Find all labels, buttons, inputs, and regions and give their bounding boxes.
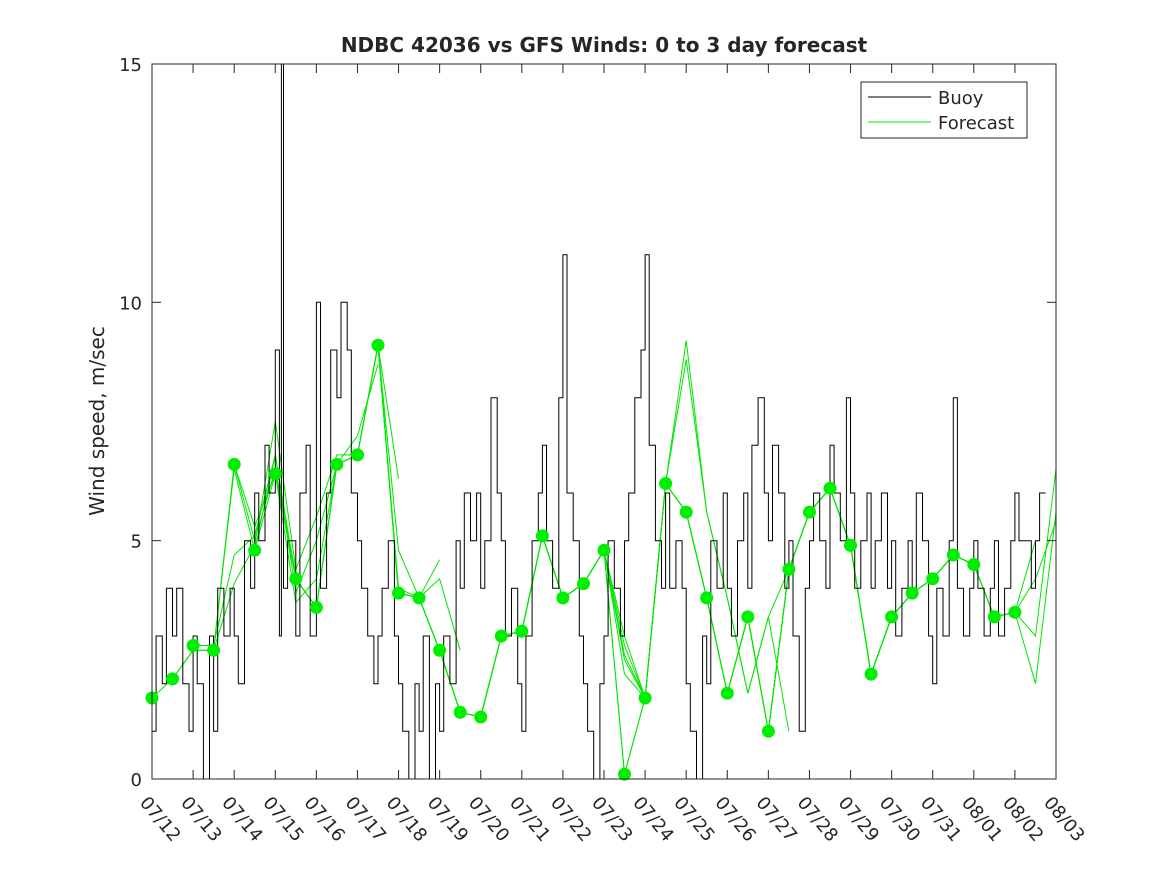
chart-title: NDBC 42036 vs GFS Winds: 0 to 3 day fore… <box>341 33 868 57</box>
forecast-run-4 <box>233 364 379 604</box>
forecast-marker <box>556 591 570 605</box>
legend-forecast-label: Forecast <box>938 113 1014 134</box>
forecast-marker <box>597 543 611 557</box>
y-tick-label: 5 <box>131 532 142 553</box>
forecast-marker <box>905 586 919 600</box>
forecast-marker <box>1008 605 1022 619</box>
forecast-marker <box>844 538 857 552</box>
forecast-marker <box>309 600 323 614</box>
buoy-series-line <box>152 64 1046 779</box>
forecast-run-25 <box>665 359 810 694</box>
y-tick-label: 10 <box>119 293 142 314</box>
forecast-marker <box>515 624 529 638</box>
forecast-marker <box>186 639 200 652</box>
forecast-marker <box>289 572 303 586</box>
forecast-marker <box>474 710 488 724</box>
forecast-marker <box>946 548 960 562</box>
forecast-marker <box>638 691 652 705</box>
forecast-marker <box>351 448 364 462</box>
forecast-marker <box>761 724 775 738</box>
forecast-marker <box>823 481 837 495</box>
legend-box <box>860 81 1028 139</box>
legend-buoy-label: Buoy <box>938 88 984 109</box>
forecast-marker <box>433 643 447 657</box>
y-tick-label: 0 <box>131 770 142 791</box>
forecast-marker <box>967 558 981 571</box>
y-tick-label: 15 <box>119 55 142 76</box>
forecast-marker <box>227 457 241 471</box>
forecast-marker <box>803 505 816 519</box>
forecast-marker <box>885 610 899 624</box>
forecast-marker <box>248 543 262 557</box>
forecast-marker <box>453 705 467 719</box>
forecast-marker <box>926 572 940 586</box>
forecast-marker <box>700 591 714 605</box>
forecast-marker <box>166 672 179 686</box>
forecast-marker <box>577 577 590 591</box>
forecast-marker <box>268 467 282 481</box>
y-axis-label: Wind speed, m/sec <box>85 326 109 516</box>
forecast-marker <box>720 686 734 700</box>
forecast-marker <box>371 338 385 352</box>
forecast-marker <box>782 562 796 576</box>
forecast-marker <box>330 457 344 471</box>
forecast-marker <box>618 767 631 781</box>
forecast-marker <box>535 529 549 543</box>
forecast-marker <box>987 610 1001 624</box>
forecast-marker <box>679 505 693 519</box>
forecast-marker <box>864 667 878 681</box>
forecast-marker <box>494 629 508 643</box>
forecast-marker <box>412 591 426 605</box>
forecast-marker <box>207 643 221 657</box>
forecast-marker <box>741 610 755 624</box>
forecast-marker <box>659 477 673 490</box>
forecast-marker <box>392 586 405 600</box>
legend: Buoy Forecast <box>860 81 1028 139</box>
